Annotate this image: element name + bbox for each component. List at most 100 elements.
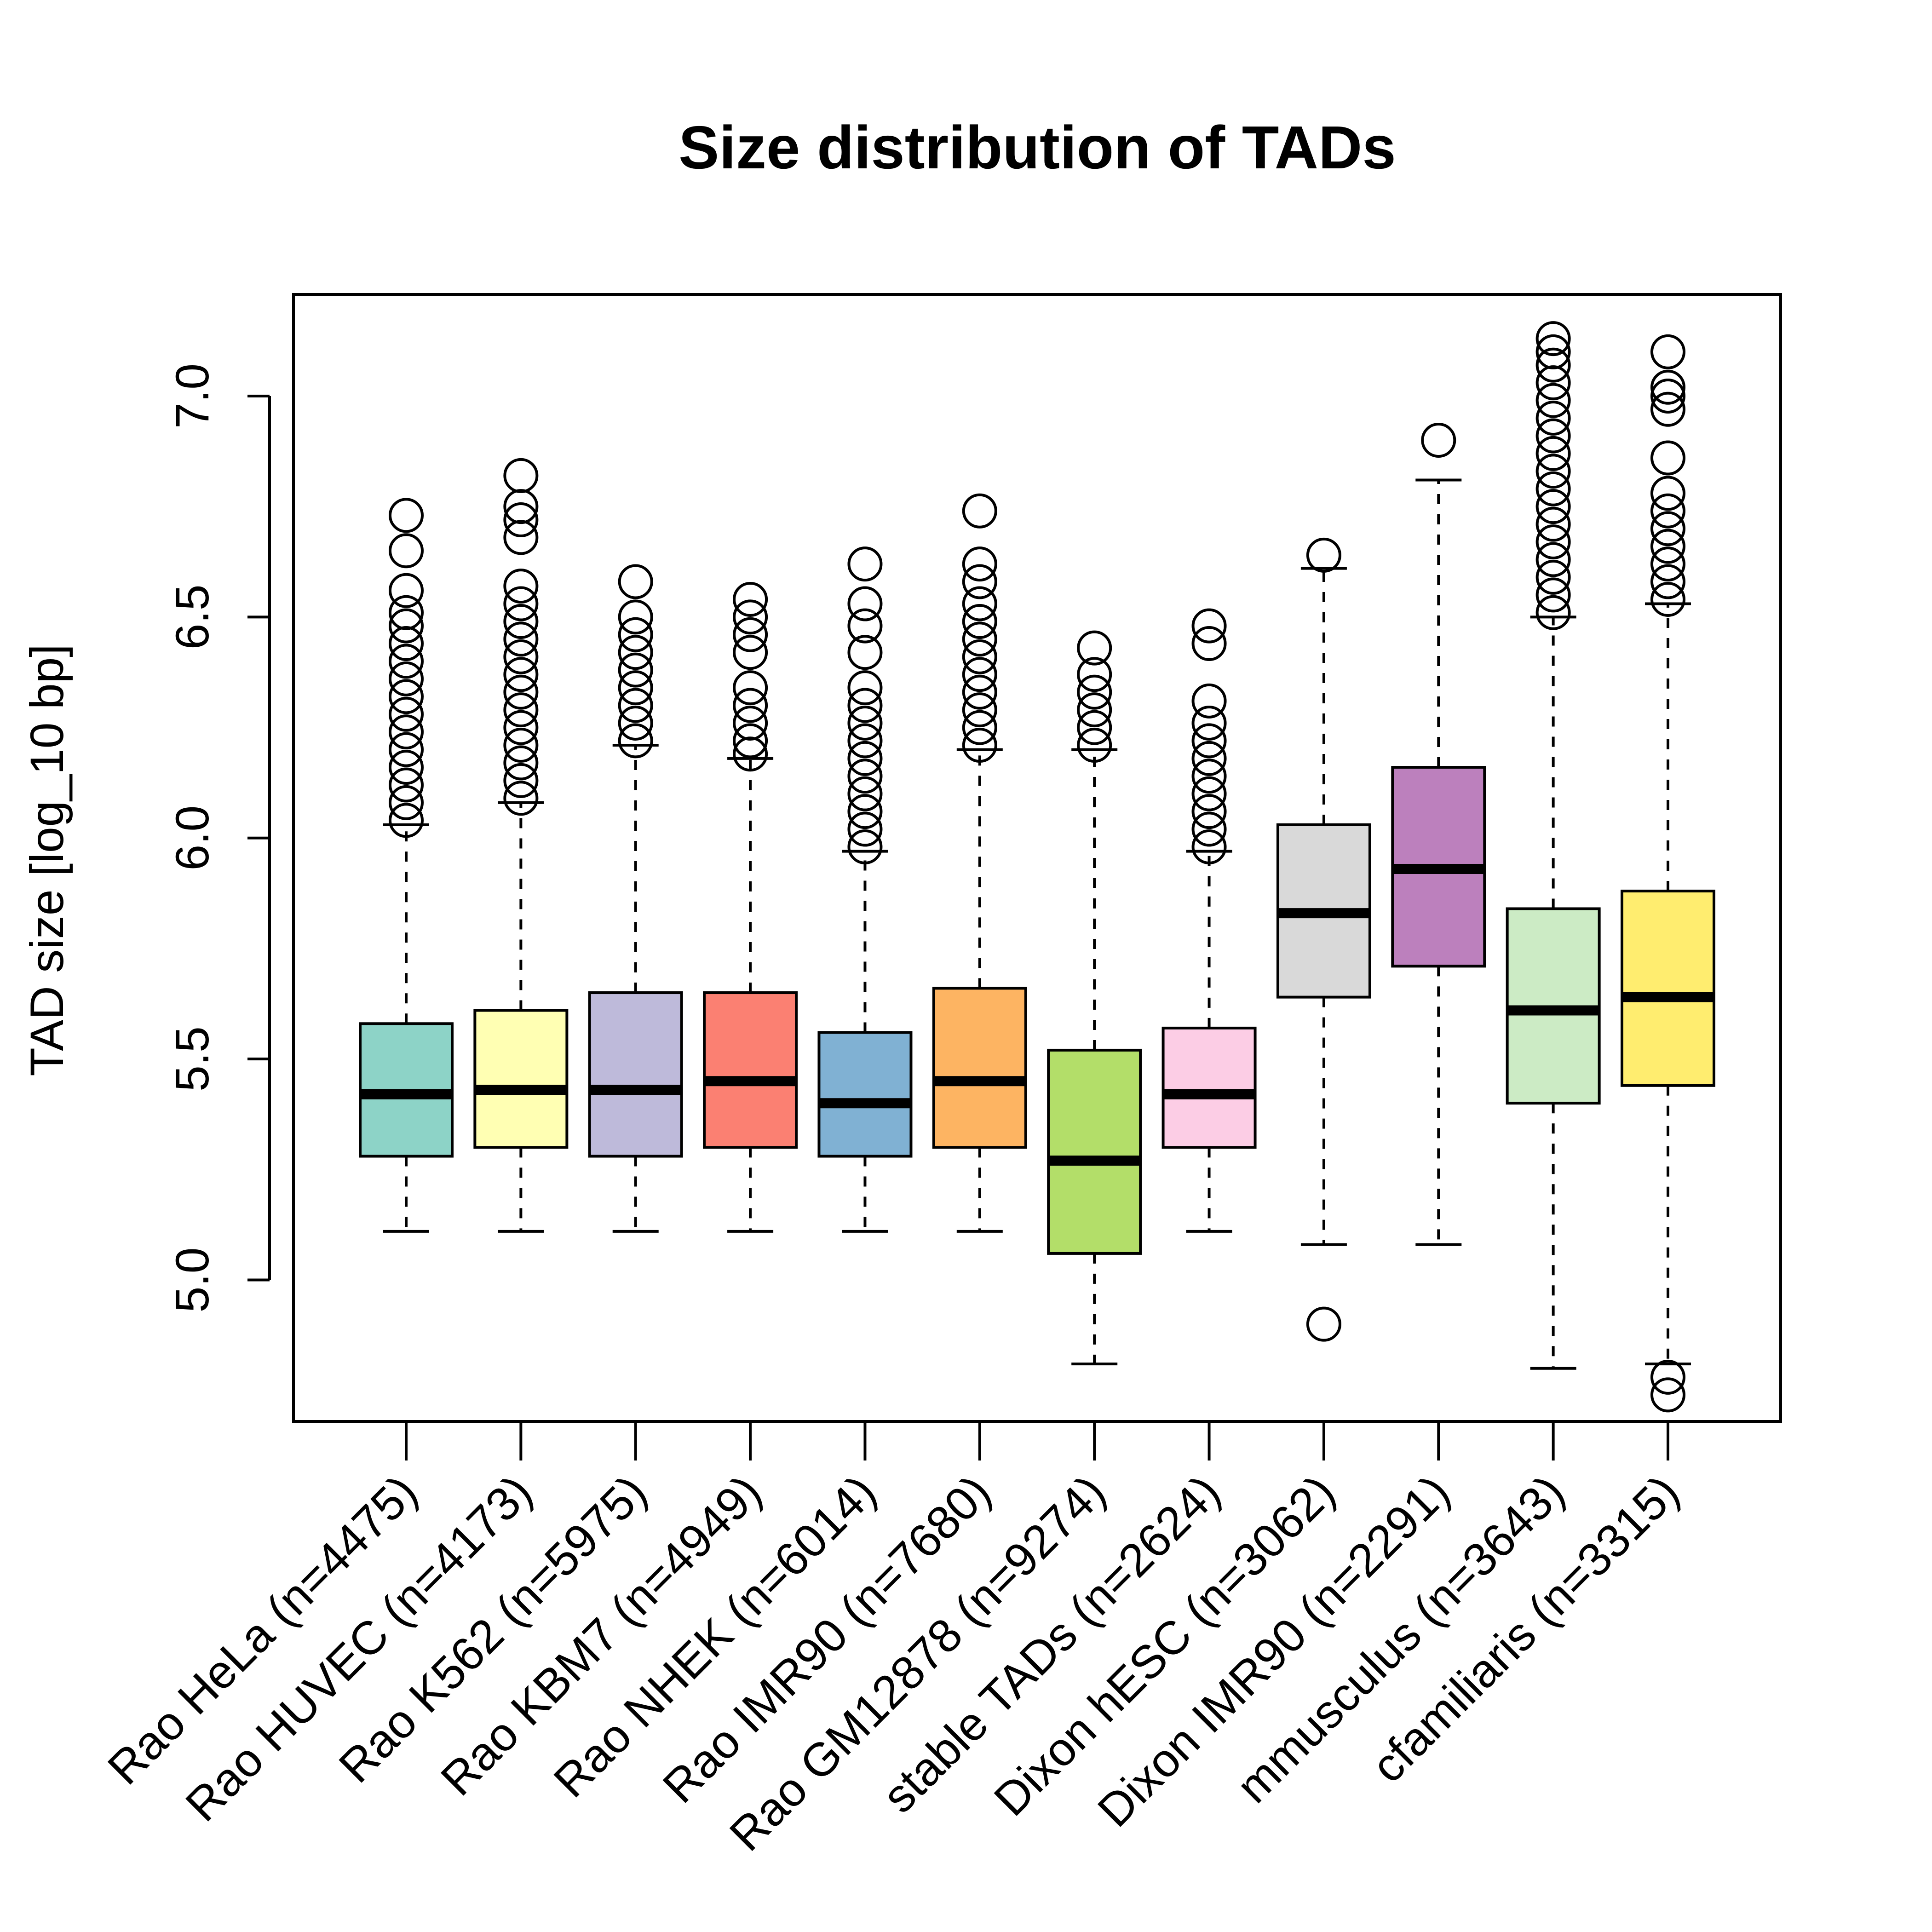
outlier-point — [1535, 365, 1571, 401]
outlier-point — [1650, 476, 1685, 511]
outlier-point — [1306, 1306, 1341, 1342]
box-series — [1391, 423, 1486, 1246]
outlier-point — [733, 599, 768, 635]
outlier-point — [618, 635, 653, 670]
y-tick-label: 6.0 — [166, 805, 218, 871]
y-tick-label: 6.5 — [166, 584, 218, 650]
outlier-point — [618, 688, 653, 723]
outlier-point — [1191, 776, 1227, 811]
y-tick-label: 5.0 — [166, 1248, 218, 1313]
outlier-point — [503, 763, 539, 798]
outlier-point — [1650, 564, 1685, 599]
y-axis-label: TAD size [log_10 bp] — [21, 644, 73, 1076]
outlier-point — [962, 657, 997, 692]
outlier-point — [1077, 657, 1112, 692]
outlier-point — [847, 811, 883, 847]
outlier-point — [1191, 829, 1227, 864]
outlier-point — [503, 621, 539, 657]
outlier-point — [389, 661, 424, 696]
outlier-point — [1650, 1359, 1685, 1395]
outlier-point — [618, 617, 653, 652]
box-series — [588, 564, 683, 1233]
outlier-point — [847, 741, 883, 776]
outlier-point — [962, 674, 997, 710]
outlier-point — [618, 652, 653, 688]
y-tick-label: 7.0 — [166, 363, 218, 429]
outlier-point — [389, 626, 424, 661]
outlier-point — [503, 781, 539, 816]
outlier-point — [1535, 524, 1571, 560]
outlier-point — [1077, 710, 1112, 745]
box-series — [359, 498, 454, 1233]
outlier-point — [847, 759, 883, 794]
outlier-point — [847, 635, 883, 670]
outlier-point — [1077, 728, 1112, 763]
outlier-point — [503, 692, 539, 728]
outlier-point — [1650, 391, 1685, 427]
outlier-point — [1191, 626, 1227, 661]
outlier-point — [962, 621, 997, 657]
box-series — [1047, 630, 1142, 1366]
outlier-point — [1535, 471, 1571, 506]
box-series — [1621, 334, 1715, 1413]
outlier-point — [847, 829, 883, 864]
outlier-point — [847, 608, 883, 644]
outlier-point — [962, 604, 997, 639]
y-tick-label: 5.5 — [166, 1026, 218, 1092]
box — [703, 991, 798, 1149]
outlier-point — [503, 639, 539, 674]
outlier-point — [733, 670, 768, 706]
outlier-point — [1077, 630, 1112, 666]
outlier-point — [503, 728, 539, 763]
outlier-point — [1650, 493, 1685, 529]
outlier-point — [1535, 577, 1571, 613]
outlier-point — [1535, 489, 1571, 524]
outlier-point — [389, 573, 424, 608]
outlier-point — [618, 705, 653, 741]
outlier-point — [847, 723, 883, 759]
outlier-point — [503, 604, 539, 639]
outlier-point — [503, 569, 539, 604]
box-series — [1506, 321, 1601, 1370]
outlier-point — [389, 498, 424, 533]
outlier-point — [1535, 436, 1571, 471]
outlier-point — [847, 586, 883, 621]
outlier-point — [733, 617, 768, 652]
box — [817, 1031, 913, 1158]
outlier-point — [1535, 347, 1571, 383]
outlier-point — [733, 635, 768, 670]
outlier-point — [389, 714, 424, 750]
x-axis: Rao HeLa (n=4475)Rao HUVEC (n=4173)Rao K… — [98, 1420, 1689, 1861]
outlier-point — [1650, 369, 1685, 405]
outlier-point — [1191, 741, 1227, 776]
outlier-point — [1535, 559, 1571, 595]
outlier-point — [618, 564, 653, 599]
outlier-point — [847, 776, 883, 811]
outlier-point — [503, 586, 539, 621]
box — [1162, 1026, 1257, 1149]
outlier-point — [1191, 608, 1227, 644]
outlier-point — [389, 533, 424, 569]
outlier-point — [1650, 440, 1685, 476]
outlier-point — [503, 520, 539, 555]
outlier-point — [1535, 595, 1571, 630]
outlier-point — [1306, 537, 1341, 573]
outlier-point — [389, 644, 424, 679]
outlier-point — [503, 710, 539, 745]
y-axis: 5.0 5.5 6.0 6.5 7.0 — [166, 363, 271, 1313]
outlier-point — [1535, 506, 1571, 542]
outlier-point — [962, 546, 997, 582]
outlier-point — [1191, 683, 1227, 719]
outlier-point — [1650, 511, 1685, 546]
outlier-point — [1535, 334, 1571, 369]
outlier-point — [503, 502, 539, 537]
box-series — [817, 546, 913, 1233]
box — [932, 987, 1027, 1149]
outlier-point — [847, 794, 883, 829]
outlier-point — [1191, 705, 1227, 741]
outlier-point — [503, 657, 539, 692]
outlier-point — [389, 767, 424, 803]
outlier-point — [847, 705, 883, 741]
outlier-point — [1535, 454, 1571, 489]
outlier-point — [962, 586, 997, 621]
